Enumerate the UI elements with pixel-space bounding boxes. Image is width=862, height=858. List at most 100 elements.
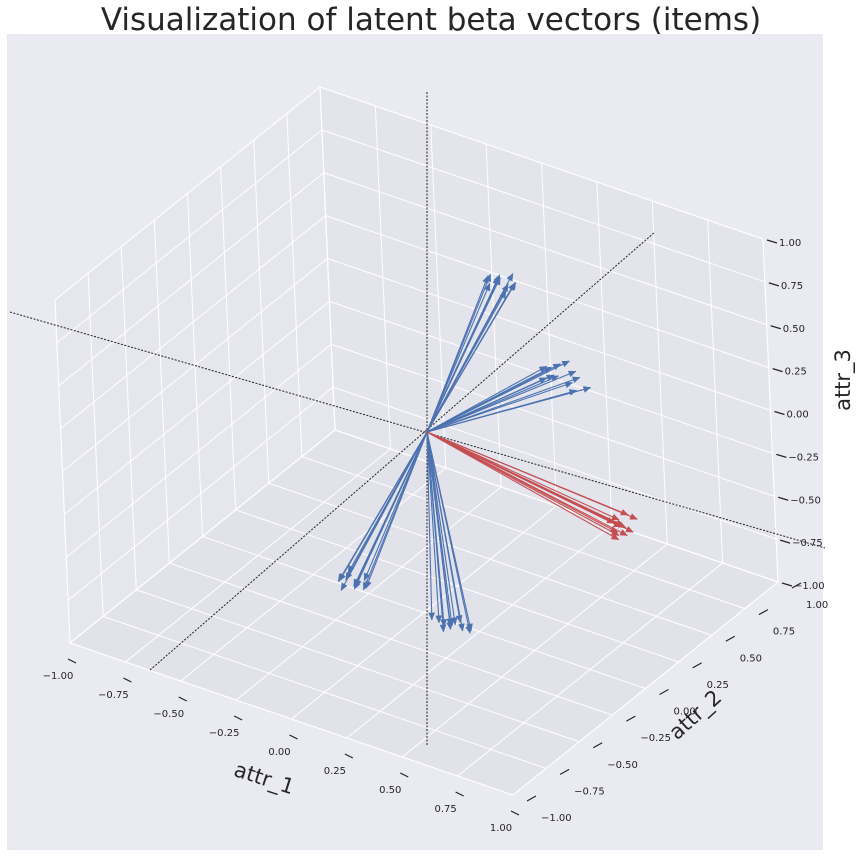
grid-line bbox=[58, 172, 325, 387]
vector-arrowhead bbox=[440, 619, 447, 628]
vector-line bbox=[426, 376, 581, 433]
y-tick-mark bbox=[559, 768, 570, 775]
vector-line bbox=[337, 431, 428, 582]
y-tick-mark bbox=[791, 582, 802, 589]
z-axis-label: attr_3 bbox=[831, 349, 856, 411]
y-tick-label: 1.00 bbox=[806, 600, 828, 611]
grid-line bbox=[301, 456, 746, 610]
y-tick-label: −0.25 bbox=[640, 733, 671, 744]
x-reference-line bbox=[9, 311, 826, 549]
z-tick-mark bbox=[770, 325, 781, 330]
vector-line bbox=[426, 431, 451, 626]
y-tick-label: 0.75 bbox=[773, 627, 795, 638]
y-reference-line bbox=[149, 231, 656, 671]
grid-line bbox=[457, 562, 723, 777]
y-tick-mark bbox=[659, 688, 669, 696]
grid-line bbox=[56, 129, 323, 344]
z-tick-label: 0.00 bbox=[787, 410, 809, 421]
vector-line bbox=[426, 360, 570, 433]
vector-arrowhead bbox=[629, 513, 638, 520]
vector-arrowhead bbox=[619, 529, 628, 536]
vector-arrowhead bbox=[353, 578, 360, 588]
vector-line bbox=[426, 431, 456, 625]
vector-arrowhead bbox=[484, 273, 491, 283]
y-tick-label: 0.50 bbox=[740, 653, 762, 664]
vector-line bbox=[426, 274, 491, 433]
grid-line bbox=[512, 581, 779, 796]
vector-arrowhead bbox=[499, 290, 507, 300]
y-tick-label: −0.75 bbox=[574, 786, 605, 797]
z-tick-mark bbox=[781, 582, 793, 587]
grid-line bbox=[596, 181, 613, 526]
x-tick-label: −0.50 bbox=[153, 709, 184, 720]
vector-arrowhead bbox=[610, 533, 620, 541]
grid-line bbox=[325, 215, 769, 369]
chart-title: Visualization of latent beta vectors (it… bbox=[100, 2, 762, 38]
z-tick-label: 0.75 bbox=[781, 281, 803, 292]
z-tick-mark bbox=[774, 410, 785, 416]
x-tick-mark bbox=[233, 715, 243, 721]
grid-line bbox=[62, 258, 328, 472]
z-tick-mark bbox=[779, 539, 791, 544]
vector-line bbox=[426, 431, 461, 623]
x-tick-mark bbox=[455, 791, 464, 797]
y-tick-mark bbox=[526, 795, 537, 802]
grid-line bbox=[319, 86, 336, 431]
grid-line bbox=[401, 543, 668, 758]
vector-line bbox=[426, 431, 471, 634]
x-tick-label: −1.00 bbox=[43, 671, 74, 682]
vector-arrowhead bbox=[363, 581, 370, 591]
vector-arrowhead bbox=[450, 617, 458, 626]
x-tick-label: 0.75 bbox=[434, 804, 456, 815]
x-tick-mark bbox=[510, 810, 520, 816]
y-tick-label: 0.25 bbox=[707, 680, 729, 691]
vector-line bbox=[426, 431, 620, 537]
grid-line bbox=[319, 86, 764, 240]
grid-line bbox=[202, 536, 646, 689]
vector-arrowhead bbox=[340, 582, 348, 592]
x-tick-label: 0.25 bbox=[324, 766, 346, 777]
z-tick-label: 0.50 bbox=[783, 324, 805, 335]
vector-line bbox=[426, 431, 634, 533]
vector-arrowhead bbox=[506, 272, 514, 282]
vector-arrowhead bbox=[458, 623, 465, 632]
y-tick-mark bbox=[626, 715, 636, 722]
vector-line bbox=[426, 370, 577, 433]
z-tick-mark bbox=[778, 496, 789, 501]
vector-arrowhead bbox=[483, 282, 491, 292]
grid-line bbox=[235, 509, 679, 663]
vector-arrowhead bbox=[582, 386, 592, 393]
grid-line bbox=[253, 140, 270, 484]
vector-line bbox=[426, 431, 440, 623]
vector-arrowhead bbox=[625, 525, 634, 533]
y-tick-mark bbox=[758, 609, 769, 616]
vector-line bbox=[426, 431, 433, 620]
z-tick-label: −0.25 bbox=[788, 452, 819, 463]
z-tick-mark bbox=[776, 453, 787, 458]
vector-arrowhead bbox=[567, 370, 577, 378]
x-tick-label: −0.75 bbox=[98, 690, 129, 701]
x-tick-mark bbox=[67, 658, 77, 664]
z-tick-label: −0.50 bbox=[790, 495, 821, 506]
vector-arrowhead bbox=[337, 573, 345, 583]
x-tick-label: −0.25 bbox=[209, 728, 240, 739]
vector-line bbox=[363, 431, 428, 590]
y-tick-mark bbox=[725, 635, 736, 642]
grid-line bbox=[334, 429, 779, 583]
x-tick-mark bbox=[344, 753, 354, 759]
z-tick-label: −0.75 bbox=[792, 538, 823, 549]
vector-arrowhead bbox=[446, 618, 453, 627]
grid-line bbox=[286, 113, 303, 457]
z-tick-mark bbox=[766, 239, 778, 244]
vector-arrowhead bbox=[363, 572, 371, 582]
vector-arrowhead bbox=[561, 360, 571, 368]
vector-arrowhead bbox=[543, 366, 552, 374]
vector-arrowhead bbox=[428, 612, 436, 621]
grid-line bbox=[54, 86, 321, 301]
vector-arrowhead bbox=[509, 281, 517, 291]
vector-arrowhead bbox=[545, 374, 555, 382]
vector-arrowhead bbox=[465, 625, 472, 635]
vector-arrowhead bbox=[611, 513, 620, 521]
grid-line bbox=[60, 215, 326, 430]
